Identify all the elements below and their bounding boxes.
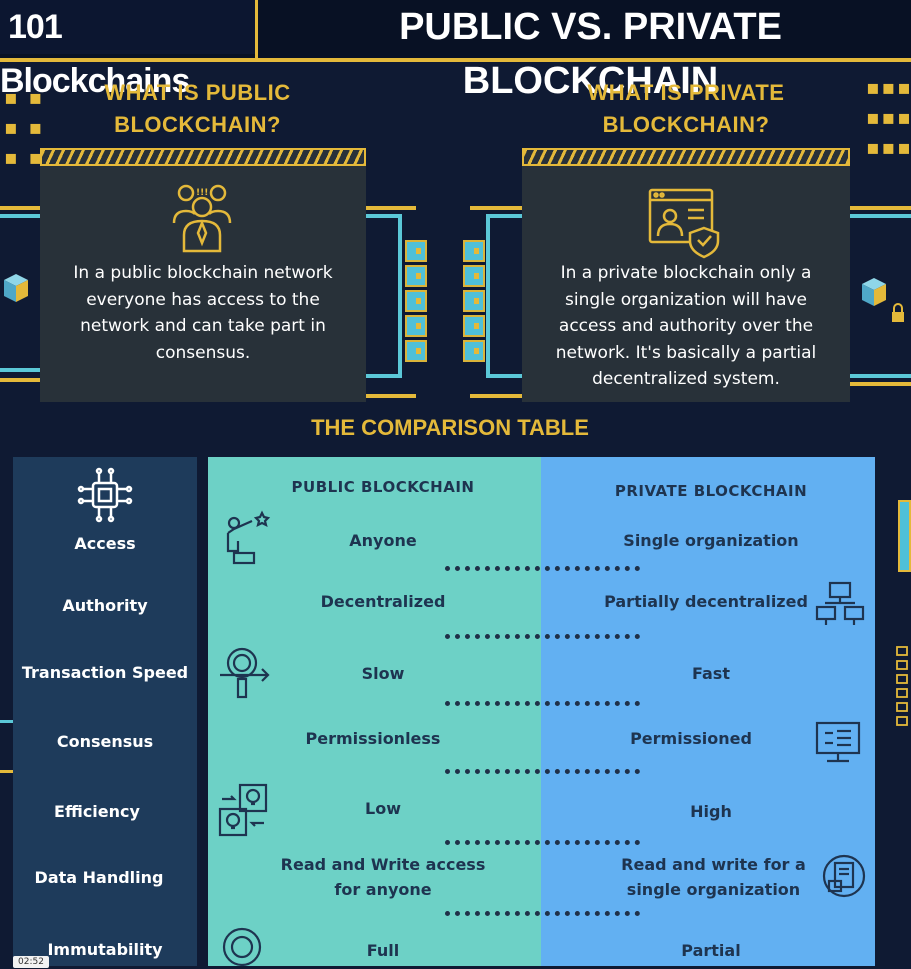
row-label-access: Access	[74, 534, 136, 553]
public-column: PUBLIC BLOCKCHAIN Anyone De	[208, 457, 541, 967]
public-heading: WHAT IS PUBLIC BLOCKCHAIN?	[60, 77, 335, 141]
connector-line	[0, 720, 13, 723]
public-cell-access: Anyone	[349, 531, 417, 550]
block-chain-icon	[405, 240, 427, 365]
private-cell-data-handling: Read and write for a single organization	[621, 855, 806, 899]
public-cell-efficiency: Low	[365, 799, 401, 818]
public-panel: !!! In a public blockchain network every…	[40, 148, 366, 402]
private-cell-access: Single organization	[623, 531, 799, 550]
connector-line	[850, 382, 911, 386]
public-column-header: PUBLIC BLOCKCHAIN	[291, 478, 475, 496]
connector-line	[486, 214, 522, 218]
public-cell-transaction-speed: Slow	[361, 664, 405, 683]
network-computers-icon	[815, 581, 865, 625]
cube-lock-icon	[862, 278, 904, 322]
page-title: PUBLIC VS. PRIVATE BLOCKCHAIN	[399, 6, 782, 102]
connector-line	[850, 214, 911, 218]
private-heading: WHAT IS PRIVATE BLOCKCHAIN?	[546, 77, 826, 141]
connector-line	[0, 378, 40, 382]
row-separator	[445, 566, 640, 571]
row-label-consensus: Consensus	[56, 732, 154, 751]
row-label-immutability: Immutability	[47, 940, 163, 959]
row-separator	[445, 769, 640, 774]
header-divider	[255, 0, 258, 58]
side-block-decor	[898, 500, 911, 572]
cube-icon	[4, 274, 28, 302]
svg-text:!!!: !!!	[196, 188, 208, 198]
header-underline	[0, 58, 911, 62]
connector-line	[850, 374, 911, 378]
person-pointing-star-icon	[226, 510, 271, 565]
connector-line	[398, 214, 402, 374]
panel-stripe	[40, 148, 366, 166]
private-heading-line2: BLOCKCHAIN?	[602, 112, 770, 137]
public-description: In a public blockchain network everyone …	[73, 263, 333, 363]
private-cell-immutability: Partial	[681, 941, 741, 960]
circuit-decor-icon	[896, 646, 908, 726]
lightbulb-exchange-icon	[218, 783, 268, 837]
row-label-transaction-speed: Transaction Speed	[21, 663, 189, 682]
row-labels-column: Access Authority Transaction Speed Conse…	[13, 457, 197, 966]
group-of-people-icon: !!!	[172, 184, 232, 253]
public-cell-immutability: Full	[366, 941, 400, 960]
row-label-authority: Authority	[62, 596, 148, 615]
row-label-efficiency: Efficiency	[54, 802, 140, 821]
row-separator	[445, 911, 640, 916]
decor-dots-left: ▪ ▪ ▪ ▪ ▪ ▪	[4, 85, 45, 169]
connector-line	[0, 368, 40, 372]
connector-line	[0, 214, 40, 218]
comparison-title: THE COMPARISON TABLE	[311, 415, 589, 440]
connector-line	[366, 394, 416, 398]
connector-line	[366, 214, 402, 218]
private-cell-authority: Partially decentralized	[604, 592, 808, 611]
row-separator	[445, 701, 640, 706]
public-cell-data-handling: Read and Write access for anyone	[280, 855, 486, 899]
row-separator	[445, 634, 640, 639]
connector-line	[486, 214, 490, 374]
connector-line	[470, 394, 522, 398]
gear-cycle-icon	[222, 927, 262, 967]
private-column: PRIVATE BLOCKCHAIN Single organization P…	[541, 457, 875, 966]
row-label-data-handling: Data Handling	[34, 868, 164, 887]
video-timestamp: 02:52	[13, 956, 49, 968]
panel-stripe	[522, 148, 850, 166]
private-column-header: PRIVATE BLOCKCHAIN	[614, 482, 808, 500]
public-cell-authority: Decentralized	[320, 592, 446, 611]
private-panel: In a private blockchain only a single or…	[522, 148, 850, 402]
brand-logo: 101 Blockchains	[0, 0, 255, 100]
public-cell-consensus: Permissionless	[305, 729, 441, 748]
connector-line	[366, 206, 416, 210]
magnifier-arrow-icon	[220, 647, 270, 699]
monitor-flowchart-icon	[815, 721, 861, 763]
connector-line	[470, 206, 522, 210]
row-separator	[445, 840, 640, 845]
connector-line	[850, 206, 911, 210]
user-profile-shield-icon	[648, 188, 720, 259]
public-heading-line2: BLOCKCHAIN?	[114, 112, 281, 137]
block-chain-icon	[463, 240, 485, 365]
connector-line	[0, 770, 13, 773]
private-description: In a private blockchain only a single or…	[555, 263, 817, 389]
private-cell-efficiency: High	[690, 802, 732, 821]
connector-line	[486, 374, 522, 378]
processor-chip-icon	[77, 467, 133, 523]
document-lock-icon	[822, 854, 866, 898]
public-heading-line1: WHAT IS PUBLIC	[104, 80, 291, 105]
private-cell-consensus: Permissioned	[630, 729, 752, 748]
connector-line	[366, 374, 402, 378]
connector-line	[0, 206, 40, 210]
decor-dots-right: ▪▪▪▪▪▪▪▪▪▪▪▪▪▪▪	[866, 75, 911, 159]
private-cell-transaction-speed: Fast	[692, 664, 730, 683]
private-heading-line1: WHAT IS PRIVATE	[587, 80, 785, 105]
